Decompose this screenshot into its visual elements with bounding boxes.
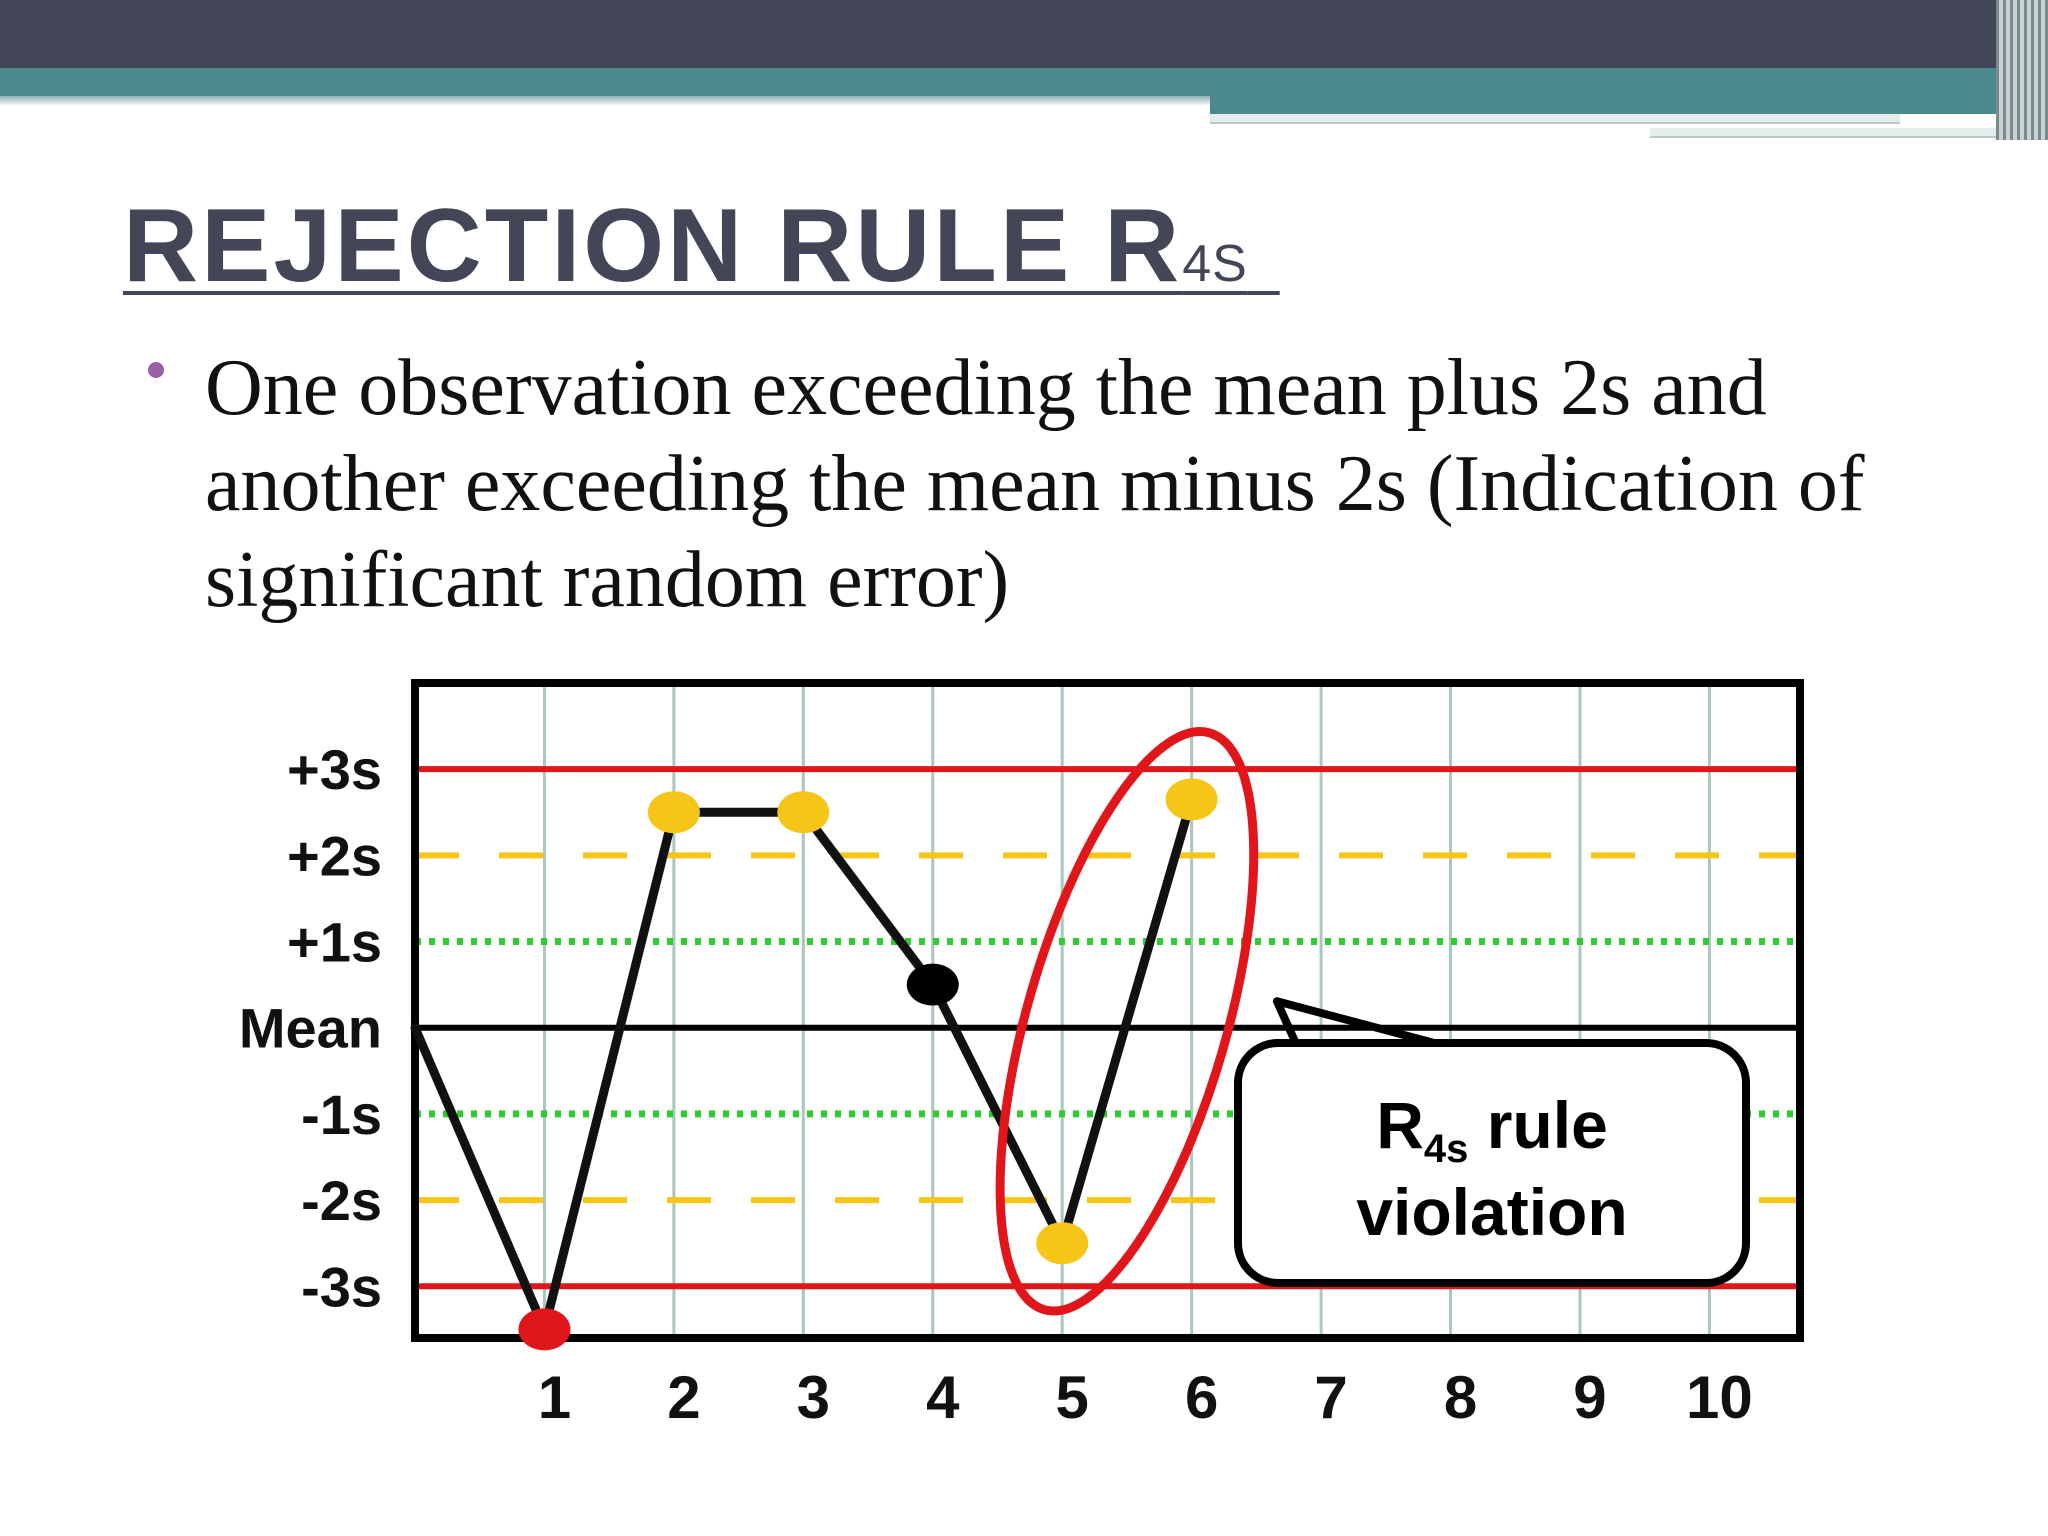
- slide-title-main: REJECTION RULE R: [123, 188, 1183, 304]
- x-tick-label: 5: [1056, 1364, 1089, 1431]
- x-tick-label: 1: [538, 1364, 571, 1431]
- x-tick-label: 2: [667, 1364, 700, 1431]
- data-point: [1036, 1222, 1089, 1265]
- header-accent-line: [1210, 114, 1900, 124]
- slide-title: REJECTION RULE R4S: [123, 190, 1280, 320]
- callout-pointer: [1272, 997, 1455, 1052]
- data-point: [906, 963, 959, 1006]
- header-edge-stripes: [1996, 0, 2048, 140]
- callout-r: R: [1376, 1088, 1424, 1162]
- x-tick-label: 6: [1185, 1364, 1218, 1431]
- plot-frame: [411, 679, 1804, 1342]
- series-segment: [1063, 815, 1190, 1227]
- bullet-text: One observation exceeding the mean plus …: [205, 344, 1865, 624]
- x-tick-label: 9: [1573, 1364, 1606, 1431]
- header-accent-line-short: [1650, 128, 2010, 138]
- violation-ellipse: [995, 727, 1259, 1316]
- series-segment: [545, 829, 674, 1313]
- callout-rest: rule: [1468, 1088, 1607, 1162]
- x-tick-label: 10: [1686, 1364, 1753, 1431]
- y-tick-label: -3s: [301, 1255, 382, 1318]
- slide-title-subscript: 4S: [1182, 235, 1248, 293]
- series-segment: [938, 999, 1057, 1229]
- y-tick-label: -2s: [301, 1169, 382, 1232]
- data-point: [518, 1308, 571, 1351]
- annotation-layer: R4s rule violation: [1234, 997, 1750, 1287]
- series-layer: [410, 727, 1259, 1351]
- series-segment: [410, 1023, 541, 1314]
- x-tick-label: 4: [926, 1364, 960, 1431]
- bullet-marker: [148, 362, 164, 378]
- header-teal-step: [1210, 96, 2048, 114]
- callout-box: [1234, 1039, 1750, 1287]
- header-dark-band: [0, 0, 2048, 68]
- y-tick-label: +2s: [287, 824, 382, 887]
- callout-line2: violation: [1356, 1175, 1627, 1249]
- data-point: [777, 791, 830, 834]
- y-tick-label: Mean: [239, 997, 382, 1060]
- data-point: [1165, 778, 1218, 821]
- header-teal-band: [0, 68, 2048, 96]
- data-point: [647, 791, 700, 834]
- x-tick-label: 7: [1314, 1364, 1347, 1431]
- x-tick-label: 3: [797, 1364, 830, 1431]
- callout-line1: R4s rule: [1376, 1088, 1608, 1171]
- series-segment: [812, 825, 925, 972]
- y-tick-label: +3s: [287, 738, 382, 801]
- y-tick-label: -1s: [301, 1083, 382, 1146]
- callout-sub: 4s: [1424, 1127, 1469, 1171]
- x-tick-label: 8: [1444, 1364, 1477, 1431]
- header-shadow: [0, 96, 1210, 106]
- plot-layer: +3s +2s +1s Mean -1s -2s -3s 1 2 3 4 5 6 7 8 9 10: [239, 679, 1804, 1431]
- y-tick-label: +1s: [287, 911, 382, 974]
